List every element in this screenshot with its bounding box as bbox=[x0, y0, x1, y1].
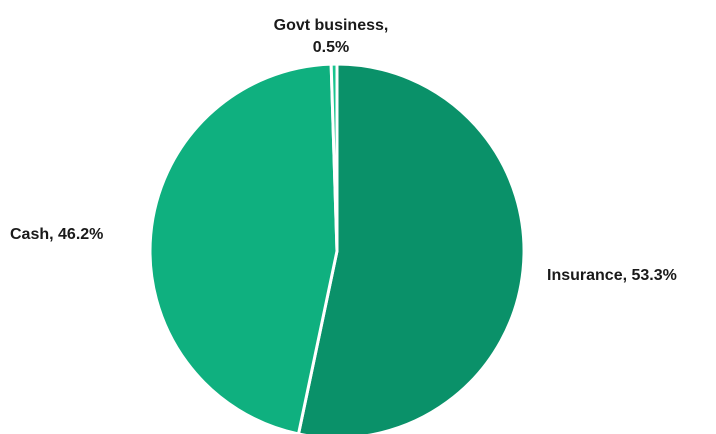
slice-label-govt-business: Govt business, bbox=[274, 17, 389, 34]
pie-slice-govt-business bbox=[329, 62, 339, 253]
slice-label-insurance: Insurance, 53.3% bbox=[547, 267, 677, 284]
slice-label-govt-business-value: 0.5% bbox=[313, 39, 349, 56]
slice-label-cash: Cash, 46.2% bbox=[10, 226, 103, 243]
pie-slice-cash bbox=[148, 62, 339, 434]
pie-slice-insurance bbox=[297, 62, 526, 434]
pie-slices bbox=[148, 62, 526, 434]
